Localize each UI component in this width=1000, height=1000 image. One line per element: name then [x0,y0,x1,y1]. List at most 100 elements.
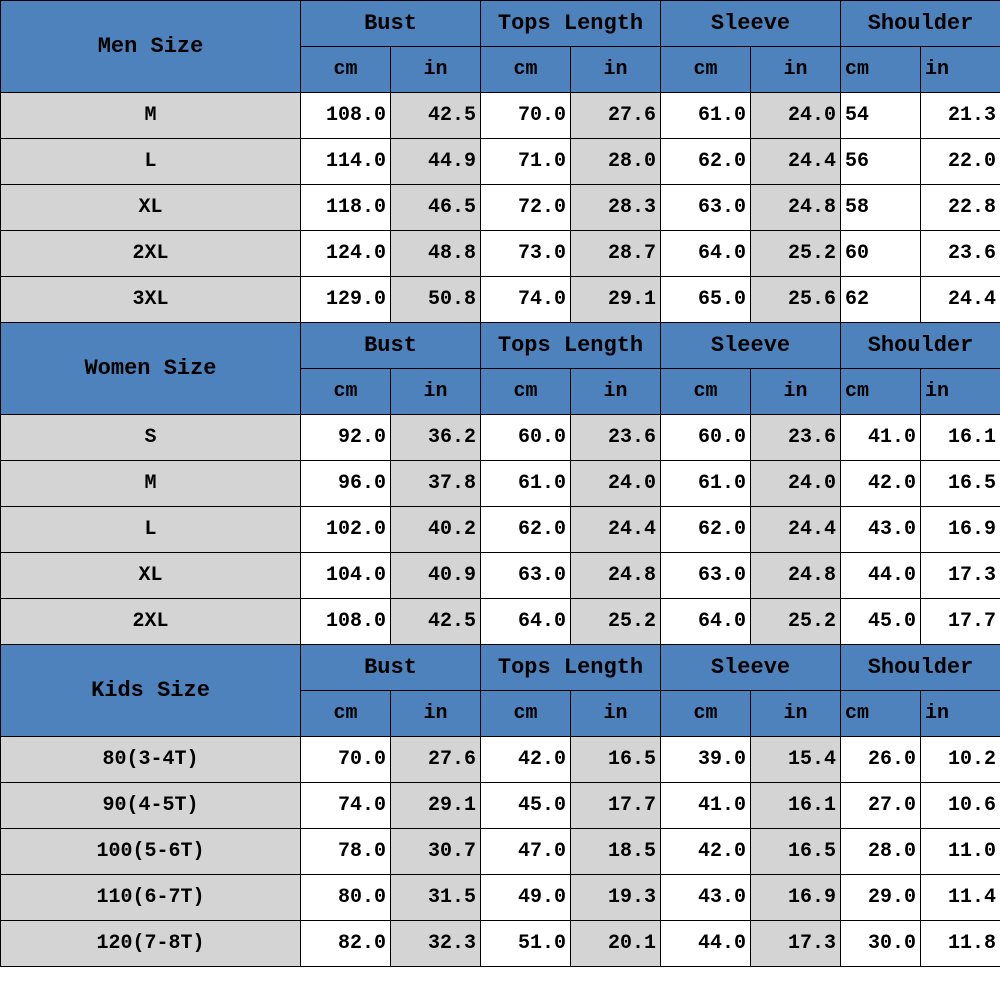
size-name: 2XL [1,231,301,277]
col-sleeve: Sleeve [661,1,841,47]
cell: 24.0 [571,461,661,507]
cell: 32.3 [391,921,481,967]
unit-cell: in [391,691,481,737]
cell: 36.2 [391,415,481,461]
unit-cell: in [751,369,841,415]
cell: 22.0 [921,139,1000,185]
cell: 27.0 [841,783,921,829]
cell: 74.0 [481,277,571,323]
cell: 24.8 [571,553,661,599]
size-name: 2XL [1,599,301,645]
col-bust: Bust [301,1,481,47]
unit-cell: cm [301,691,391,737]
cell: 48.8 [391,231,481,277]
cell: 46.5 [391,185,481,231]
cell: 61.0 [481,461,571,507]
unit-cell: cm [841,47,921,93]
unit-cell: cm [661,47,751,93]
col-shoulder: Shoulder [841,1,1000,47]
cell: 11.8 [921,921,1000,967]
table-row: 2XL 124.0 48.8 73.0 28.7 64.0 25.2 60 23… [1,231,1000,277]
cell: 24.8 [751,185,841,231]
unit-cell: in [751,47,841,93]
table-row: 100(5-6T) 78.0 30.7 47.0 18.5 42.0 16.5 … [1,829,1000,875]
unit-cell: in [391,47,481,93]
cell: 47.0 [481,829,571,875]
cell: 42.0 [481,737,571,783]
cell: 104.0 [301,553,391,599]
cell: 27.6 [571,93,661,139]
cell: 71.0 [481,139,571,185]
cell: 28.3 [571,185,661,231]
cell: 62 [841,277,921,323]
cell: 124.0 [301,231,391,277]
size-name: 3XL [1,277,301,323]
table-row: 80(3-4T) 70.0 27.6 42.0 16.5 39.0 15.4 2… [1,737,1000,783]
cell: 56 [841,139,921,185]
cell: 11.0 [921,829,1000,875]
unit-cell: in [921,369,1000,415]
cell: 29.1 [571,277,661,323]
unit-cell: in [571,691,661,737]
cell: 62.0 [661,507,751,553]
table-row: 3XL 129.0 50.8 74.0 29.1 65.0 25.6 62 24… [1,277,1000,323]
cell: 74.0 [301,783,391,829]
cell: 10.6 [921,783,1000,829]
cell: 63.0 [661,553,751,599]
unit-cell: cm [481,369,571,415]
cell: 41.0 [841,415,921,461]
cell: 64.0 [661,231,751,277]
cell: 25.2 [751,231,841,277]
table-row: XL 118.0 46.5 72.0 28.3 63.0 24.8 58 22.… [1,185,1000,231]
size-chart-table: Men Size Bust Tops Length Sleeve Shoulde… [0,0,1000,967]
unit-cell: cm [661,369,751,415]
table-row: 110(6-7T) 80.0 31.5 49.0 19.3 43.0 16.9 … [1,875,1000,921]
cell: 16.5 [751,829,841,875]
cell: 16.1 [751,783,841,829]
cell: 50.8 [391,277,481,323]
cell: 20.1 [571,921,661,967]
col-bust: Bust [301,323,481,369]
size-name: L [1,139,301,185]
size-name: 80(3-4T) [1,737,301,783]
cell: 40.9 [391,553,481,599]
cell: 28.0 [841,829,921,875]
table-row: L 114.0 44.9 71.0 28.0 62.0 24.4 56 22.0 [1,139,1000,185]
cell: 39.0 [661,737,751,783]
cell: 17.7 [921,599,1000,645]
cell: 118.0 [301,185,391,231]
size-name: 120(7-8T) [1,921,301,967]
cell: 16.9 [751,875,841,921]
cell: 45.0 [481,783,571,829]
cell: 23.6 [571,415,661,461]
cell: 129.0 [301,277,391,323]
cell: 26.0 [841,737,921,783]
cell: 60.0 [481,415,571,461]
cell: 28.7 [571,231,661,277]
cell: 19.3 [571,875,661,921]
cell: 23.6 [751,415,841,461]
cell: 43.0 [841,507,921,553]
table-row: S 92.0 36.2 60.0 23.6 60.0 23.6 41.0 16.… [1,415,1000,461]
cell: 102.0 [301,507,391,553]
cell: 44.0 [841,553,921,599]
cell: 24.0 [751,93,841,139]
size-name: M [1,93,301,139]
unit-cell: in [921,47,1000,93]
cell: 24.4 [571,507,661,553]
cell: 44.0 [661,921,751,967]
cell: 40.2 [391,507,481,553]
cell: 60.0 [661,415,751,461]
cell: 62.0 [661,139,751,185]
table-row: XL 104.0 40.9 63.0 24.8 63.0 24.8 44.0 1… [1,553,1000,599]
table-row: 120(7-8T) 82.0 32.3 51.0 20.1 44.0 17.3 … [1,921,1000,967]
size-name: 100(5-6T) [1,829,301,875]
size-name: XL [1,553,301,599]
size-name: 90(4-5T) [1,783,301,829]
unit-cell: cm [481,691,571,737]
cell: 17.3 [751,921,841,967]
cell: 18.5 [571,829,661,875]
section-label-men: Men Size [1,1,301,93]
cell: 61.0 [661,461,751,507]
unit-cell: cm [301,369,391,415]
